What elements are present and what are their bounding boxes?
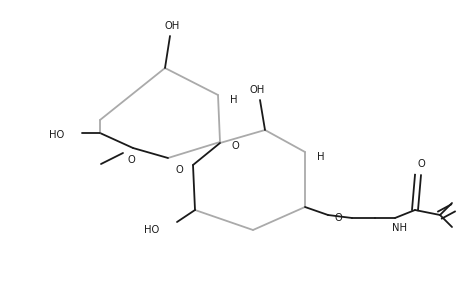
Text: O: O [230, 141, 238, 151]
Text: NH: NH [392, 223, 407, 233]
Text: HO: HO [143, 225, 159, 235]
Text: O: O [333, 213, 341, 223]
Text: OH: OH [164, 21, 179, 31]
Text: OH: OH [249, 85, 264, 95]
Text: O: O [127, 155, 134, 165]
Text: H: H [230, 95, 237, 105]
Text: O: O [175, 165, 183, 175]
Text: H: H [316, 152, 324, 162]
Text: O: O [416, 159, 424, 169]
Text: HO: HO [49, 130, 64, 140]
